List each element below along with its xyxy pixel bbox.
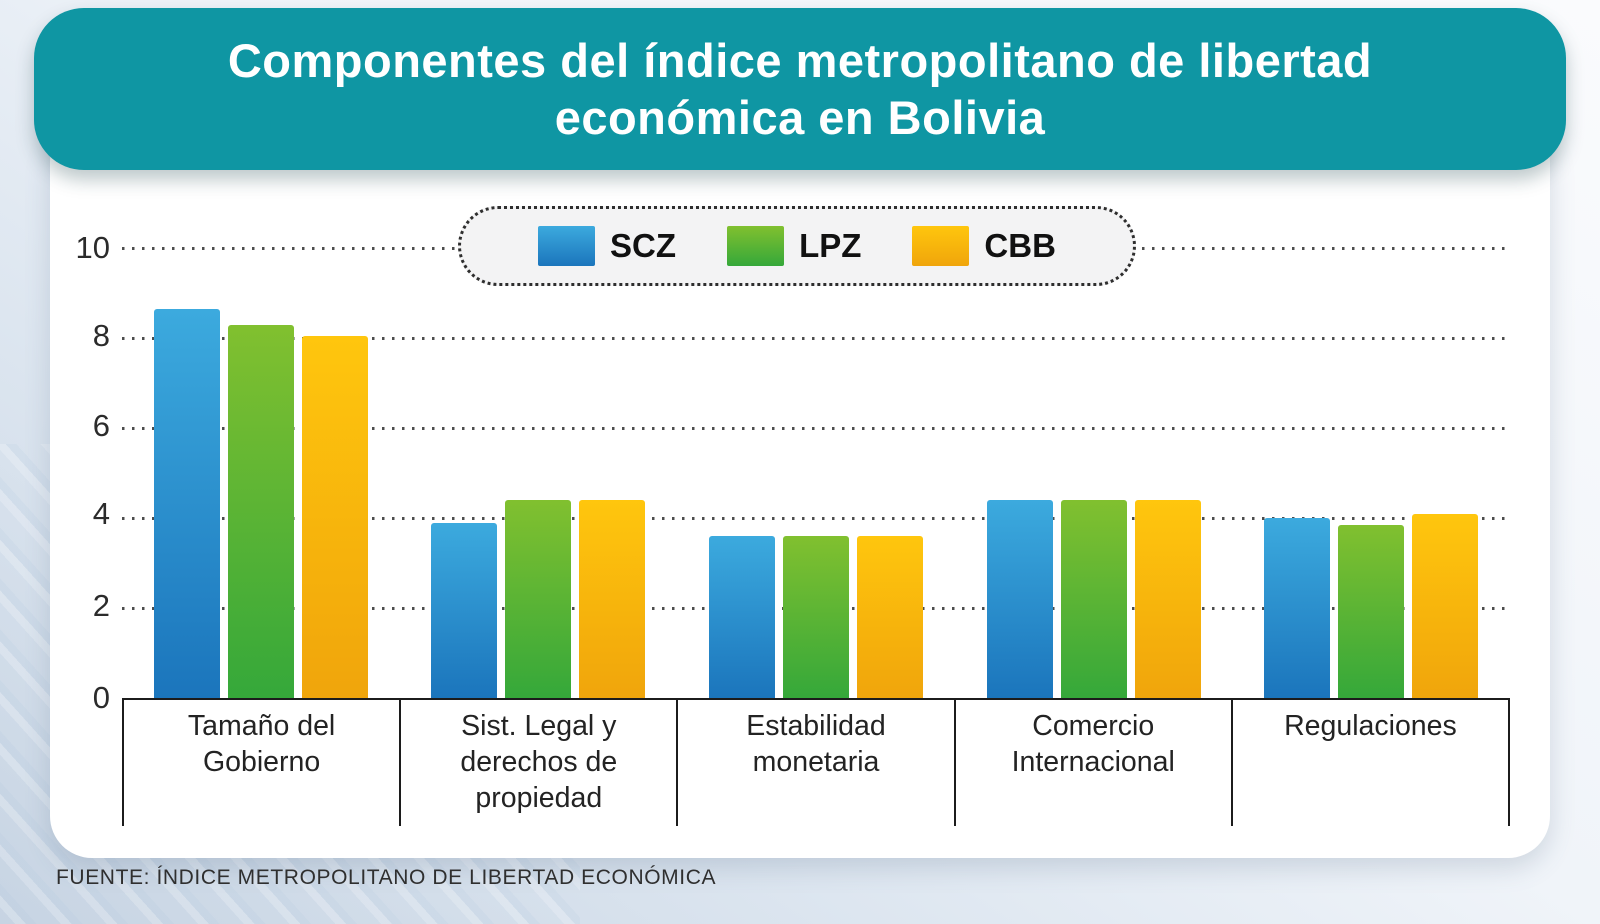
bar-cbb-3 [1134,500,1201,698]
bar-cbb-1 [579,500,646,698]
y-tick-6: 6 [92,408,110,443]
legend-swatch-lpz [727,226,785,266]
y-tick-8: 8 [92,318,110,353]
legend-item-lpz: LPZ [727,226,861,266]
bar-cbb-0 [301,335,368,698]
bar-lpz-4 [1338,524,1405,698]
legend-label-cbb: CBB [984,227,1056,264]
bar-cbb-4 [1412,513,1479,698]
legend: SCZ LPZ CBB [458,206,1136,286]
legend-label-lpz: LPZ [799,227,862,264]
y-tick-4: 4 [92,496,110,531]
bar-lpz-2 [783,536,849,698]
chart-title-line2: económica en Bolivia [554,91,1046,144]
category-label-estabilidad-monetaria: Estabilidad monetaria [676,700,953,826]
category-label-tamano-del-gobierno: Tamaño del Gobierno [122,700,399,826]
legend-label-scz: SCZ [610,227,677,264]
y-tick-2: 2 [92,588,110,623]
gridline-4 [122,516,1510,520]
chart-title-line1: Componentes del índice metropolitano de … [227,33,1373,87]
bar-lpz-0 [227,324,294,698]
bar-scz-4 [1264,518,1331,698]
bar-scz-0 [153,308,220,698]
bar-scz-1 [431,522,498,698]
bar-scz-3 [986,500,1053,698]
category-label-comercio-internacional: Comercio Internacional [953,700,1231,826]
source-note: FUENTE: ÍNDICE METROPOLITANO DE LIBERTAD… [56,866,717,889]
bar-lpz-1 [505,500,572,698]
x-axis: Tamaño del Gobierno Sist. Legal y derech… [122,698,1511,826]
bar-scz-2 [709,536,775,698]
chart-header: Componentes del índice metropolitano de … [34,8,1566,170]
y-tick-10: 10 [75,230,110,265]
legend-swatch-cbb [912,226,970,266]
chart-title: Componentes del índice metropolitano de … [228,32,1372,147]
gridline-6 [122,426,1510,430]
category-label-sist-legal: Sist. Legal y derechos de propiedad [399,700,676,826]
bar-cbb-2 [857,536,923,698]
bar-lpz-3 [1060,500,1127,698]
y-tick-0: 0 [92,680,110,715]
legend-swatch-scz [538,226,596,266]
gridline-8 [122,336,1510,340]
legend-item-cbb: CBB [912,226,1056,266]
legend-item-scz: SCZ [538,226,676,266]
category-label-regulaciones: Regulaciones [1230,700,1511,826]
